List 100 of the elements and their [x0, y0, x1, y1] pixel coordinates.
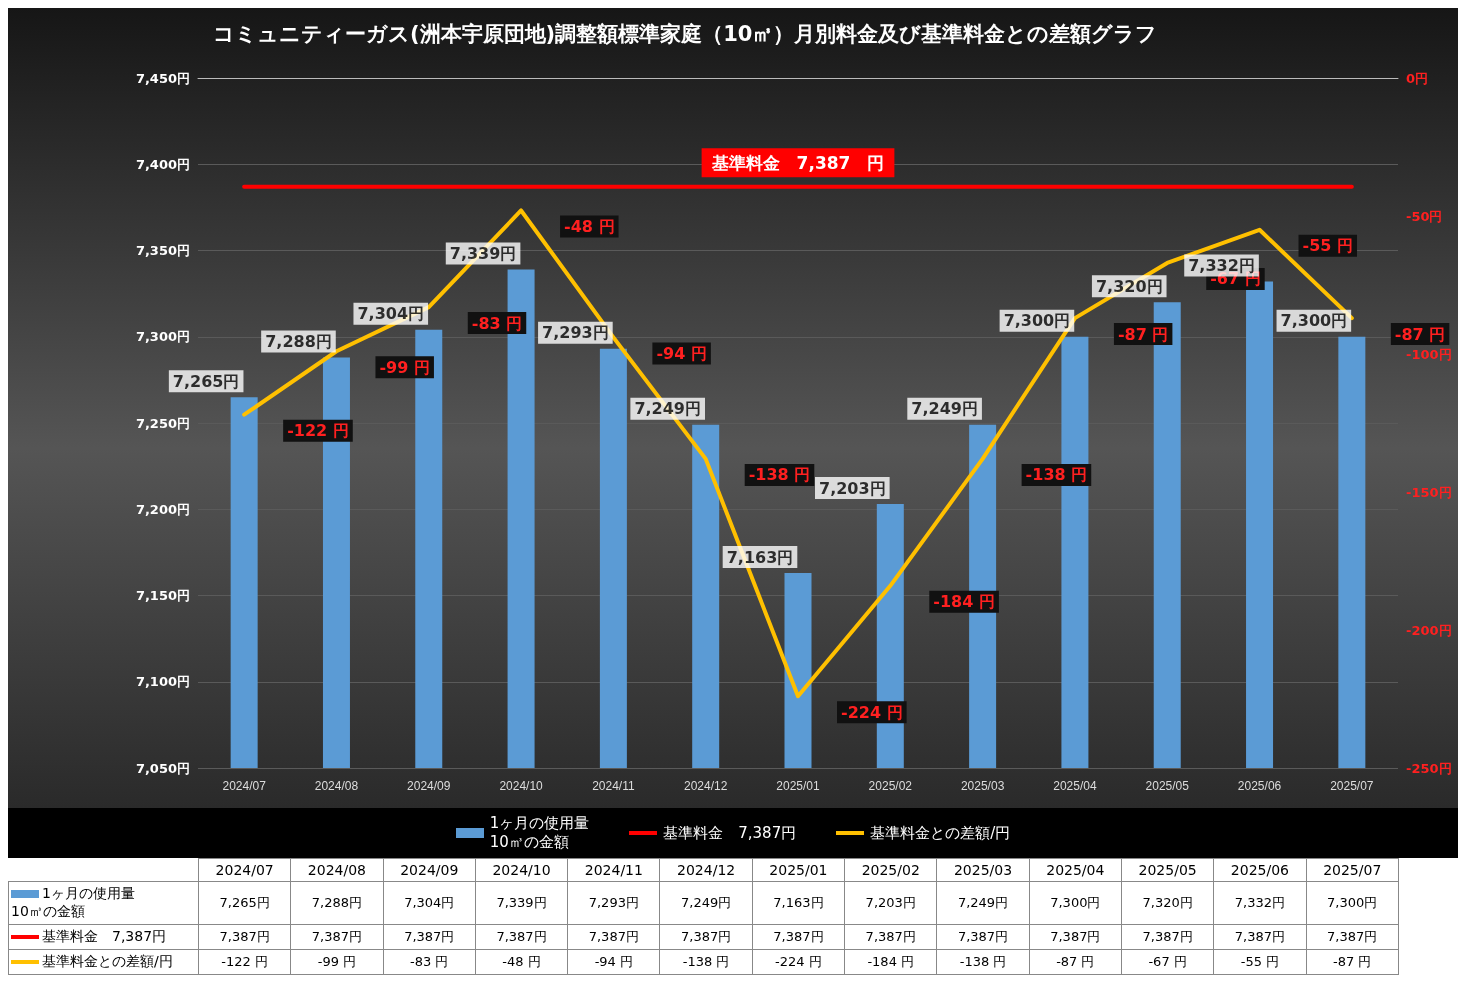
x-tick-label: 2025/01	[776, 779, 821, 793]
text: 7,320円	[1095, 276, 1163, 296]
text: 7,293円	[542, 323, 609, 343]
data-label: 7,332円	[1213, 881, 1307, 925]
y2-tick-label: 0円	[1406, 70, 1429, 86]
text: 7,300円	[1280, 311, 1348, 331]
data-label: 7,203円	[844, 881, 937, 925]
x-tick-label: 2025/04	[1053, 779, 1097, 793]
data-label: 7,387円	[659, 924, 753, 950]
text: 7,300円	[1003, 311, 1071, 331]
y-tick-label: 7,350円	[135, 243, 190, 258]
data-label: 7,387円	[383, 924, 476, 950]
x-tick-label: 2025/06	[1237, 779, 1282, 793]
data-label: -87 円	[1029, 949, 1122, 975]
x-tick-label: 2024/10	[499, 779, 544, 793]
data-label: -224 円	[752, 949, 845, 975]
data-label: 7,387円	[1121, 924, 1214, 950]
data-label: -87 円	[1306, 949, 1399, 975]
category-label: 2025/02	[861, 862, 920, 878]
data-label: 7,265円	[198, 881, 291, 925]
text: -87 円	[1394, 324, 1446, 344]
data-label: 7,339円	[475, 881, 568, 925]
x-tick-label: 2024/12	[684, 779, 728, 793]
text: -87 円	[1117, 324, 1169, 344]
data-label: -138 円	[936, 949, 1030, 975]
y-tick-label: 7,100円	[135, 674, 190, 690]
x-tick-label: 2025/03	[960, 779, 1005, 793]
y-tick-label: 7,400円	[135, 156, 190, 172]
category-label: 2024/12	[677, 862, 736, 878]
data-label: -94 円	[567, 949, 660, 975]
category-label: 2025/06	[1230, 862, 1289, 878]
chart-title: コミュニティーガス(洲本宇原団地)調整額標準家庭（10㎥）月別料金及び基準料金との差額グラフ	[213, 21, 1158, 46]
text: -184 円	[933, 592, 995, 612]
category-label: 2025/03	[953, 862, 1013, 878]
data-label: 7,387円	[198, 924, 291, 950]
text: -138 円	[748, 465, 811, 485]
y2-tick-label: -100円	[1406, 346, 1452, 362]
legend-label: 1ヶ月の使用量 10㎥の金額	[489, 814, 590, 852]
x-tick-label: 2024/11	[592, 779, 635, 793]
data-label: 7,300円	[1306, 881, 1399, 925]
text: 7,339円	[449, 243, 517, 263]
text: 7,265円	[172, 371, 240, 391]
data-label: 7,387円	[936, 924, 1030, 950]
y2-tick-label: -200円	[1406, 622, 1452, 638]
data-label: 7,320円	[1121, 881, 1214, 925]
text: -99 円	[379, 357, 430, 377]
data-label: 7,387円	[290, 924, 384, 950]
text: 基準料金 7,387円	[42, 928, 167, 944]
y-tick-label: 7,050円	[135, 760, 190, 776]
x-tick-label: 2024/09	[407, 779, 451, 793]
text: 基準料金との差額/円	[42, 953, 173, 969]
x-tick-label: 2025/05	[1145, 779, 1190, 793]
data-label: -83 円	[383, 949, 476, 975]
text: -94 円	[656, 343, 707, 363]
text: -83 円	[471, 313, 523, 333]
y2-tick-label: -150円	[1406, 484, 1452, 500]
text: 7,249円	[634, 399, 701, 419]
category-label: 2024/10	[492, 862, 551, 878]
text: 1ヶ月の使用量 10㎥の金額	[11, 885, 135, 919]
data-label: 7,387円	[1306, 924, 1399, 950]
x-tick-label: 2025/02	[868, 779, 913, 793]
category-label: 2024/09	[400, 862, 459, 878]
y2-tick-label: -250円	[1406, 760, 1452, 776]
x-tick-label: 2025/07	[1330, 779, 1374, 793]
data-label: -99 円	[290, 949, 384, 975]
y-tick-label: 7,200円	[135, 501, 190, 517]
category-label: 2024/08	[307, 862, 367, 878]
text: 7,249円	[911, 399, 978, 419]
y-tick-label: 7,300円	[135, 329, 190, 345]
data-label: 7,249円	[936, 881, 1030, 925]
text: -224 円	[841, 702, 903, 722]
text: 7,304円	[357, 304, 425, 324]
data-label: 7,304円	[383, 881, 476, 925]
category-label: 2025/01	[769, 862, 828, 878]
y-tick-label: 7,450円	[135, 70, 190, 86]
text: 7,163円	[726, 547, 794, 567]
y-tick-label: 7,250円	[135, 415, 190, 431]
data-label: -55 円	[1213, 949, 1307, 975]
data-label: 7,387円	[752, 924, 845, 950]
text: -122 円	[287, 421, 349, 441]
category-label: 2025/05	[1138, 862, 1197, 878]
text: -138 円	[1025, 465, 1088, 485]
data-label: 7,387円	[1029, 924, 1122, 950]
data-label: 7,293円	[567, 881, 660, 925]
text: 7,288円	[265, 331, 332, 351]
category-label: 2024/07	[215, 862, 274, 878]
data-label: 7,387円	[1213, 924, 1307, 950]
text: 7,203円	[819, 478, 886, 498]
legend-label: 基準料金との差額/円	[870, 823, 1011, 843]
x-tick-label: 2024/08	[314, 779, 359, 793]
data-label: -67 円	[1121, 949, 1214, 975]
data-label: 7,387円	[475, 924, 568, 950]
data-label: -122 円	[198, 949, 291, 975]
data-label: -48 円	[475, 949, 568, 975]
category-label: 2025/04	[1046, 862, 1105, 878]
data-label: -184 円	[844, 949, 937, 975]
text: -48 円	[564, 216, 615, 236]
data-label: 7,387円	[567, 924, 660, 950]
category-label: 2025/07	[1323, 862, 1382, 878]
data-label: 7,387円	[844, 924, 937, 950]
